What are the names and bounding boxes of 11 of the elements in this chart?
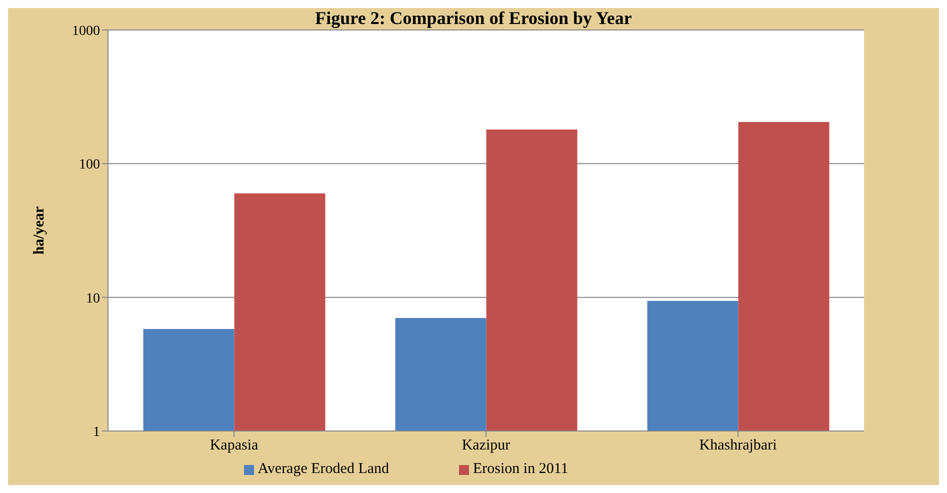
x-tick-label: Kapasia: [210, 438, 258, 454]
chart-title: Figure 2: Comparison of Erosion by Year: [315, 8, 632, 28]
y-tick-label: 10: [86, 291, 100, 306]
y-tick-label: 100: [79, 158, 100, 173]
y-axis-title: ha/year: [31, 206, 48, 255]
x-tick-label: Kazipur: [462, 438, 510, 454]
y-tick-label: 1000: [72, 24, 100, 39]
legend-label: Erosion in 2011: [473, 461, 568, 477]
legend-label: Average Eroded Land: [258, 461, 390, 477]
x-tick-label: Khashrajbari: [699, 438, 777, 454]
y-tick-label: 1: [93, 424, 100, 440]
